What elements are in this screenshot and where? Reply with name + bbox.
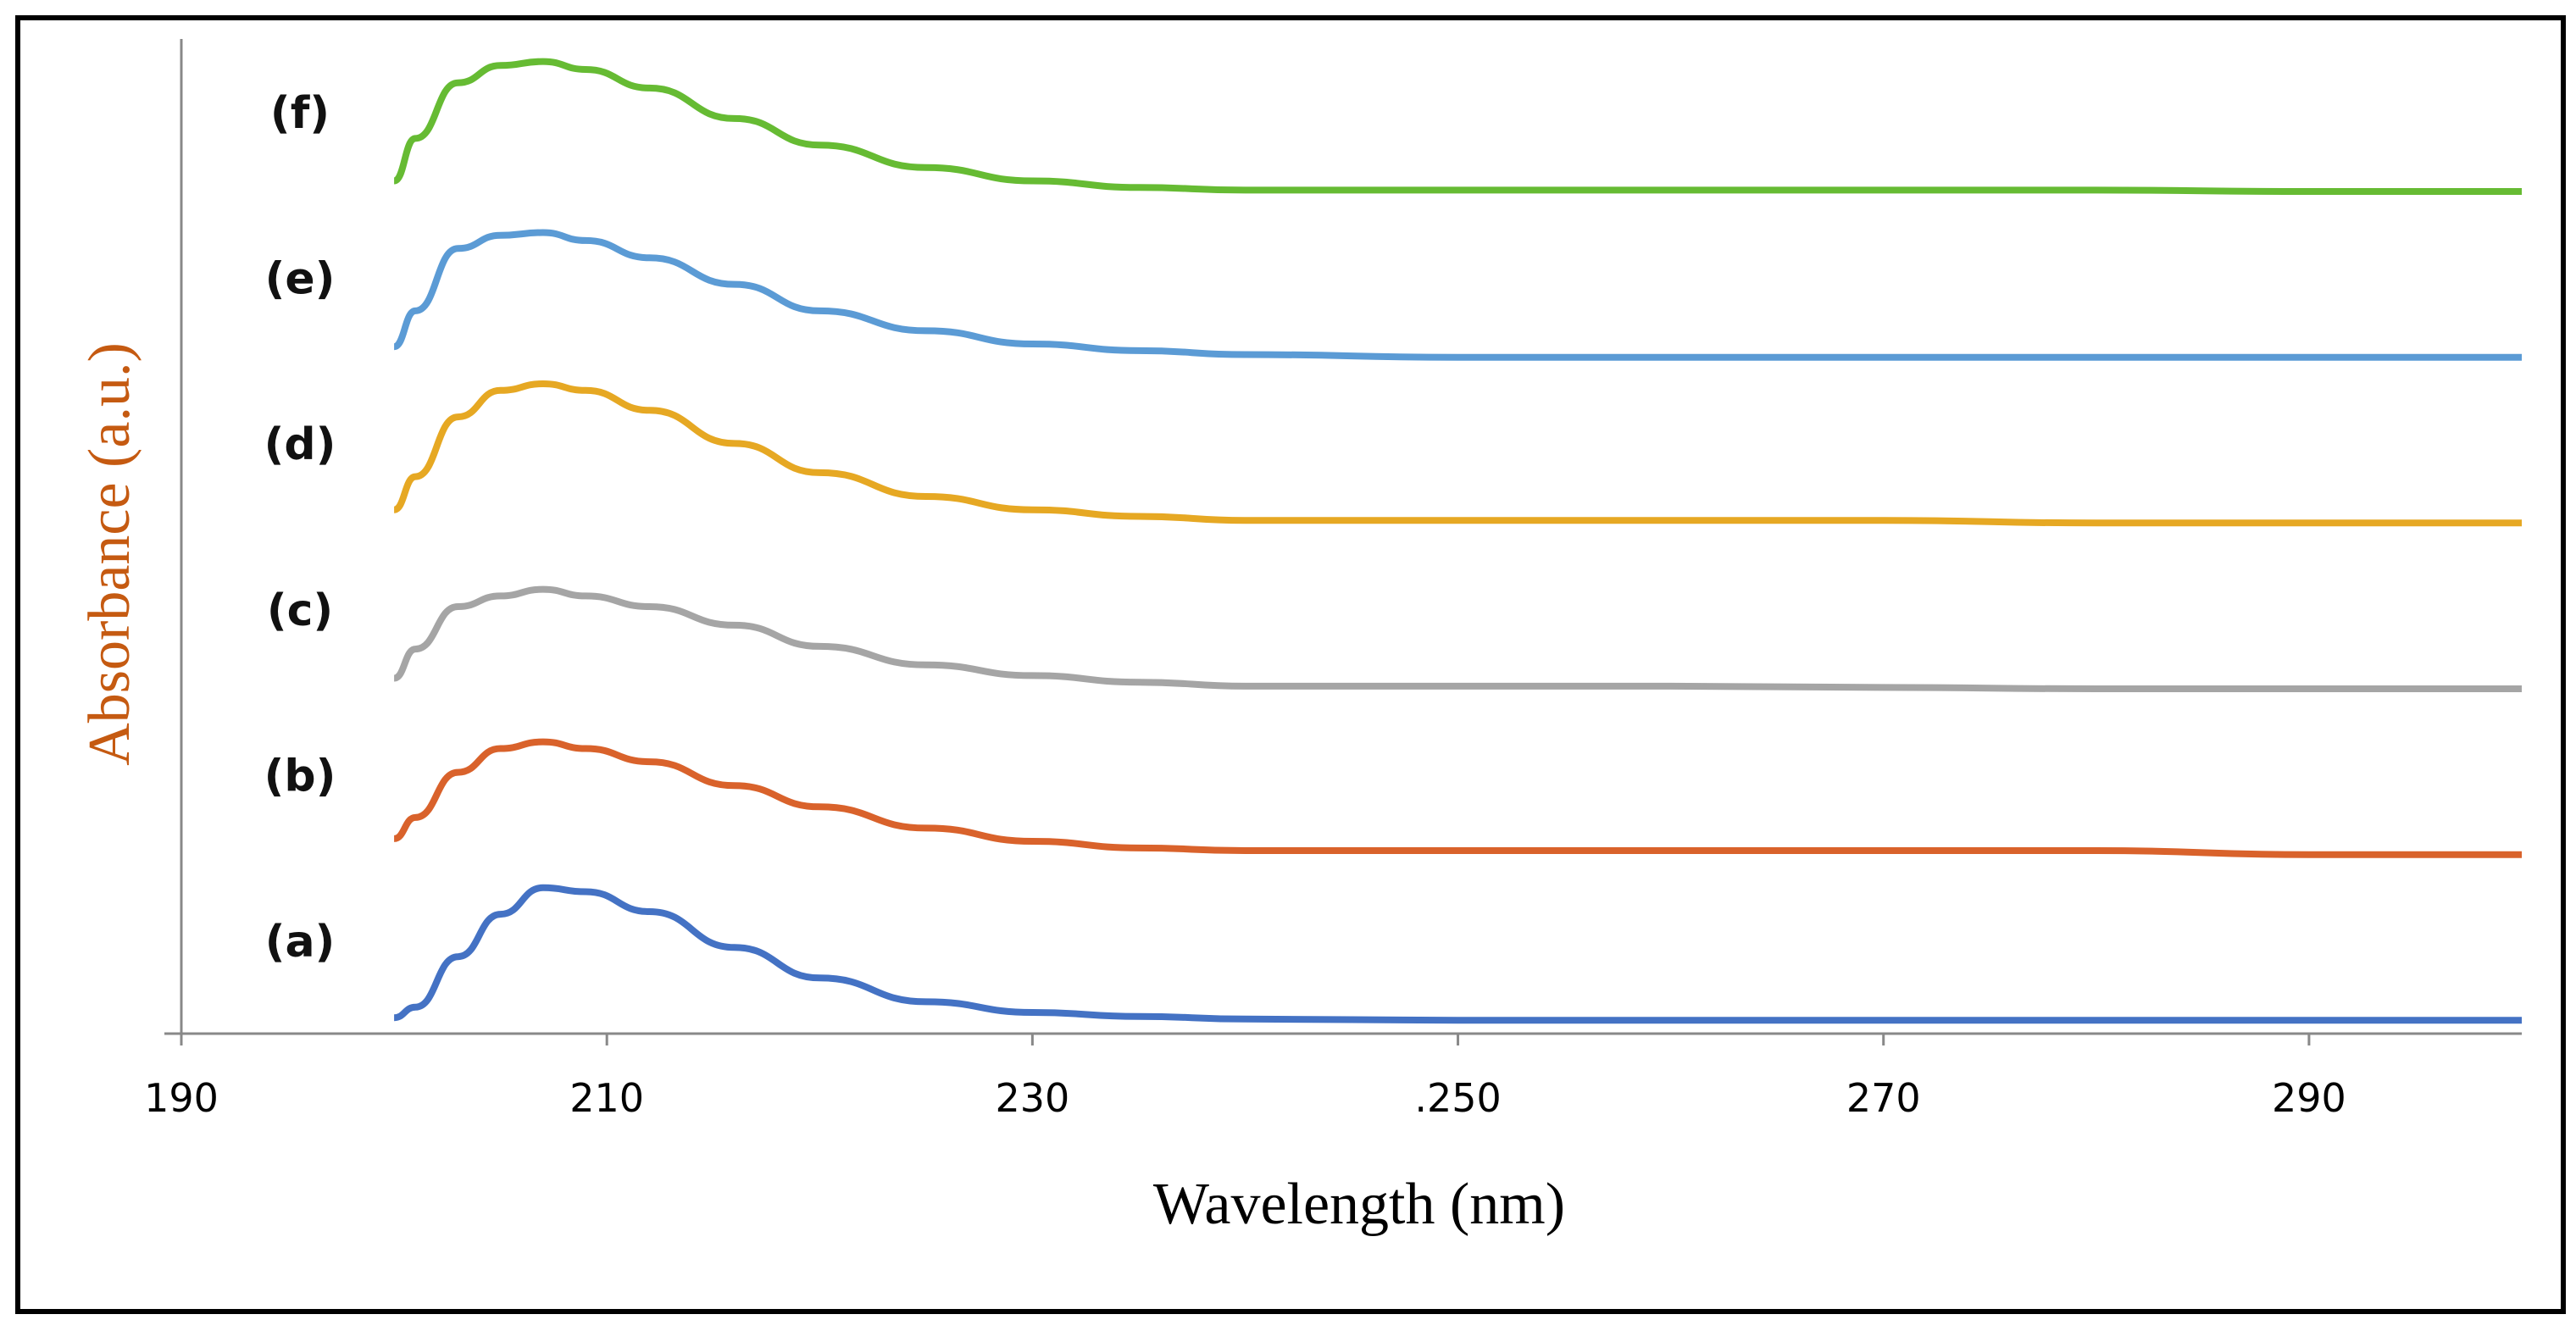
series-line-c [392,585,2522,692]
series-line-f [392,58,2522,195]
series-line-b [393,738,2522,858]
series-label-b: (b) [264,751,336,802]
y-axis-title: Absorbance (a.u.) [77,342,142,766]
series-label-e: (e) [265,254,336,305]
series-label-layer: (a) (b) (c) (d) (e) (f) [264,88,336,968]
x-tick-label: 210 [569,1075,644,1121]
series-line-e [392,229,2522,361]
series-label-d: (d) [264,419,336,470]
x-tick-layer: 190 210 230 .250 270 290 [144,1034,2346,1121]
x-tick-label: 230 [995,1075,1069,1121]
series-line-d [392,380,2522,527]
series-label-f: (f) [270,88,330,139]
series-line-a [393,884,2522,1024]
x-tick-label: .250 [1414,1075,1501,1121]
x-axis-title: Wavelength (nm) [1153,1172,1565,1237]
series-label-a: (a) [265,917,336,968]
series-layer [392,58,2522,1024]
x-tick-label: 270 [1846,1075,1921,1121]
chart-frame: (a) (b) (c) (d) (e) (f) 190 210 230 .250 270 290 W… [15,15,2566,1314]
series-label-c: (c) [267,585,333,636]
x-tick-label: 290 [2272,1075,2346,1121]
absorbance-chart: (a) (b) (c) (d) (e) (f) 190 210 230 .250 270 290 W… [77,39,2522,1237]
x-tick-label: 190 [144,1075,219,1121]
